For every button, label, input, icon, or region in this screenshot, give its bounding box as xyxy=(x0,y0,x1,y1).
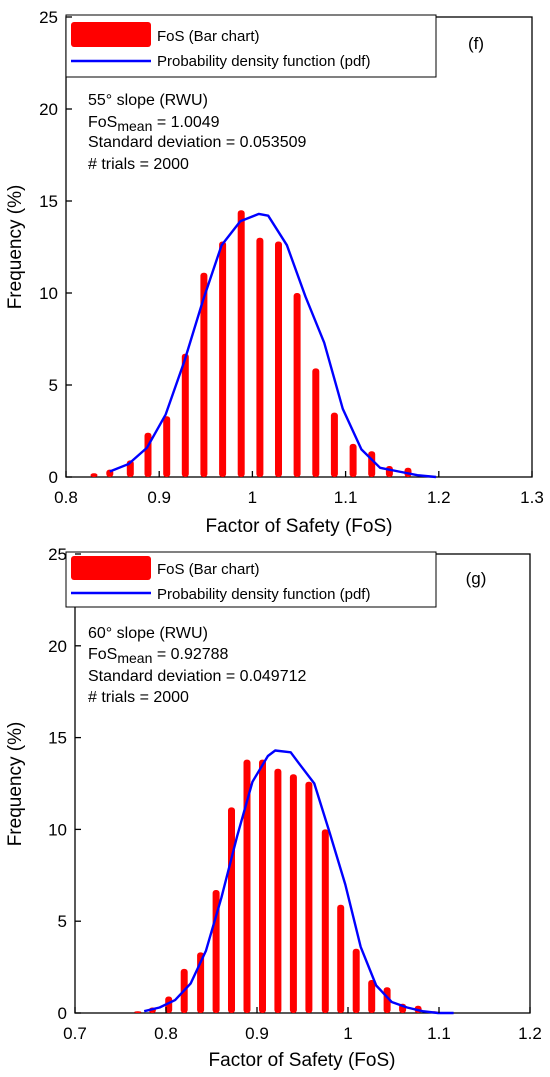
y-tick-label: 20 xyxy=(39,100,58,119)
y-axis-ticks: 0 5 10 15 20 25 xyxy=(48,545,81,1023)
x-axis-ticks: 0.7 0.8 0.9 1 1.1 1.2 xyxy=(63,1007,542,1043)
bar xyxy=(352,948,360,1013)
x-tick-label: 1.1 xyxy=(334,488,358,507)
annotation-title: 55° slope (RWU) xyxy=(88,92,208,109)
mean-subscript: mean xyxy=(117,650,152,666)
bar xyxy=(243,759,251,1013)
bar xyxy=(349,443,357,477)
bar-series xyxy=(90,210,431,477)
legend-line-label: Probability density function (pdf) xyxy=(157,586,370,603)
bar xyxy=(293,293,301,477)
panel-label: (f) xyxy=(468,34,484,53)
y-tick-label: 20 xyxy=(48,637,67,656)
bar xyxy=(330,412,338,477)
x-tick-label: 1.1 xyxy=(427,1024,451,1043)
legend-line-label: Probability density function (pdf) xyxy=(157,53,370,70)
bar xyxy=(256,237,264,477)
bar xyxy=(165,996,173,1013)
legend-bar-swatch xyxy=(71,22,151,47)
mean-value: = 0.92788 xyxy=(152,646,228,663)
x-tick-label: 1 xyxy=(343,1024,352,1043)
y-axis-label: Frequency (%) xyxy=(5,185,26,310)
mean-prefix: FoS xyxy=(88,646,117,663)
y-tick-label: 15 xyxy=(48,729,67,748)
chart-panel-f: Frequency (%) Factor of Safety (FoS) (f)… xyxy=(5,8,544,537)
x-axis-ticks: 0.8 0.9 1 1.1 1.2 1.3 xyxy=(54,471,544,507)
x-tick-label: 1.3 xyxy=(520,488,544,507)
bar xyxy=(237,210,245,477)
y-tick-label: 25 xyxy=(39,8,58,27)
x-axis-label: Factor of Safety (FoS) xyxy=(209,1050,396,1071)
bar xyxy=(228,807,235,1013)
legend-bar-label: FoS (Bar chart) xyxy=(157,28,260,45)
mean-value: = 1.0049 xyxy=(152,114,219,131)
bar xyxy=(163,416,171,477)
plot-frame xyxy=(74,553,531,1014)
mean-subscript: mean xyxy=(117,118,152,134)
y-tick-label: 10 xyxy=(39,284,58,303)
annotation-std: Standard deviation = 0.053509 xyxy=(88,134,307,151)
bar xyxy=(181,353,189,477)
annotation-trials: # trials = 2000 xyxy=(88,689,189,706)
x-tick-label: 0.9 xyxy=(245,1024,269,1043)
x-axis-label: Factor of Safety (FoS) xyxy=(206,516,393,537)
annotation-std: Standard deviation = 0.049712 xyxy=(88,668,307,685)
y-tick-label: 5 xyxy=(58,912,67,931)
bar xyxy=(200,272,208,477)
annotation-trials: # trials = 2000 xyxy=(88,156,189,173)
bar xyxy=(90,473,98,477)
y-axis-ticks: 0 5 10 15 20 25 xyxy=(39,8,72,487)
bar xyxy=(321,829,329,1013)
y-tick-label: 5 xyxy=(49,376,58,395)
bar xyxy=(274,768,282,1013)
bar xyxy=(312,368,320,477)
bar xyxy=(337,904,345,1013)
annotation-title: 60° slope (RWU) xyxy=(88,625,208,642)
annotation-mean: FoSmean = 0.92788 xyxy=(88,646,229,666)
y-tick-label: 25 xyxy=(48,545,67,564)
bar xyxy=(368,451,376,477)
legend-bar-swatch xyxy=(71,556,151,580)
y-tick-label: 0 xyxy=(58,1004,67,1023)
legend: FoS (Bar chart) Probability density func… xyxy=(65,551,437,608)
x-tick-label: 0.8 xyxy=(54,488,78,507)
y-tick-label: 15 xyxy=(39,192,58,211)
stats-annotation: 60° slope (RWU) FoSmean = 0.92788 Standa… xyxy=(88,625,307,706)
legend: FoS (Bar chart) Probability density func… xyxy=(65,14,437,78)
annotation-mean: FoSmean = 1.0049 xyxy=(88,114,220,134)
bar xyxy=(219,241,227,477)
bar xyxy=(259,759,266,1013)
bar xyxy=(275,241,282,477)
x-tick-label: 0.7 xyxy=(63,1024,87,1043)
y-axis-label: Frequency (%) xyxy=(5,722,26,847)
bar xyxy=(289,774,297,1013)
bar xyxy=(134,1011,142,1013)
x-tick-label: 1.2 xyxy=(427,488,451,507)
x-tick-label: 1 xyxy=(248,488,257,507)
x-tick-label: 0.8 xyxy=(154,1024,178,1043)
y-tick-label: 10 xyxy=(48,820,67,839)
bar xyxy=(385,466,393,477)
mean-prefix: FoS xyxy=(88,114,117,131)
panel-label: (g) xyxy=(466,569,487,588)
chart-panel-g: Frequency (%) Factor of Safety (FoS) (g)… xyxy=(5,545,542,1071)
legend-bar-label: FoS (Bar chart) xyxy=(157,561,260,578)
bar xyxy=(368,980,376,1013)
pdf-curve xyxy=(109,212,437,479)
y-tick-label: 0 xyxy=(49,468,58,487)
x-tick-label: 1.2 xyxy=(518,1024,542,1043)
x-tick-label: 0.9 xyxy=(147,488,171,507)
pdf-curve xyxy=(143,749,454,1015)
stats-annotation: 55° slope (RWU) FoSmean = 1.0049 Standar… xyxy=(88,92,307,173)
bar-series xyxy=(134,759,438,1013)
bar xyxy=(305,781,313,1013)
